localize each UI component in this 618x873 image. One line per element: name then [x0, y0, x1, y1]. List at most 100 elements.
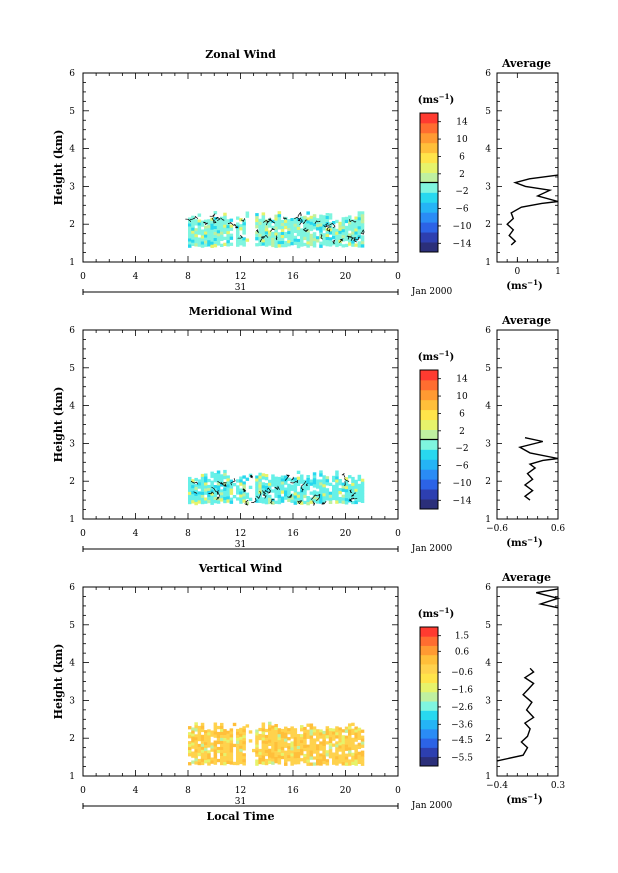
- data-cell: [194, 498, 198, 503]
- data-cell: [197, 731, 202, 736]
- data-cell: [293, 758, 298, 762]
- contour-line: [297, 500, 303, 505]
- data-cell: [290, 236, 294, 240]
- data-cell: [239, 742, 243, 747]
- data-cell: [229, 497, 234, 501]
- data-cell: [210, 217, 214, 221]
- data-cell: [188, 726, 192, 730]
- data-cell: [328, 740, 333, 744]
- data-cell: [348, 496, 352, 500]
- data-cell: [312, 744, 317, 748]
- data-cell: [200, 488, 205, 493]
- data-cell: [312, 741, 317, 745]
- data-cell: [280, 244, 285, 248]
- data-cell: [312, 217, 317, 221]
- data-cell: [303, 738, 307, 743]
- contour-line: [220, 217, 225, 221]
- data-cell: [274, 214, 278, 218]
- data-cell: [296, 220, 301, 225]
- data-cell: [300, 477, 304, 481]
- data-cell: [277, 241, 282, 245]
- data-cell: [303, 233, 307, 238]
- data-cell: [216, 758, 221, 763]
- data-cell: [332, 227, 336, 231]
- data-cell: [316, 762, 320, 766]
- data-cell: [200, 241, 205, 245]
- data-cell: [239, 239, 243, 243]
- data-cell: [248, 730, 253, 734]
- data-cell: [277, 491, 282, 496]
- data-cell: [344, 234, 349, 239]
- data-cell: [335, 729, 339, 733]
- contour-line: [344, 481, 346, 487]
- data-cell: [354, 234, 358, 238]
- data-cell: [210, 471, 214, 475]
- data-cell: [207, 753, 211, 757]
- data-cell: [280, 731, 285, 736]
- data-cell: [264, 477, 269, 481]
- data-cell: [280, 734, 285, 739]
- data-cell: [223, 230, 227, 234]
- data-cell: [274, 217, 278, 221]
- data-cell: [220, 483, 224, 487]
- y-tick-label: 5: [69, 621, 75, 631]
- data-cell: [303, 236, 307, 241]
- average-profile-line: [496, 588, 561, 762]
- data-cell: [341, 729, 346, 733]
- data-cell: [290, 239, 294, 243]
- data-cell: [338, 739, 342, 743]
- data-cell: [284, 741, 288, 745]
- data-cell: [271, 219, 275, 224]
- data-cell: [242, 225, 246, 229]
- data-cell: [316, 744, 320, 748]
- data-cell: [271, 746, 275, 750]
- data-cell: [204, 745, 208, 749]
- data-cell: [226, 490, 230, 494]
- data-cell: [216, 479, 221, 483]
- data-cell: [242, 493, 246, 497]
- data-cell: [194, 749, 198, 753]
- data-cell: [293, 746, 298, 750]
- data-cells: [188, 211, 365, 249]
- data-cell: [312, 762, 317, 766]
- data-cell: [268, 757, 272, 761]
- data-cell: [296, 758, 301, 762]
- colorbar-tick-label: −10: [453, 222, 472, 232]
- data-cell: [344, 483, 349, 487]
- data-cell: [335, 479, 339, 483]
- data-cell: [325, 479, 330, 483]
- data-cell: [255, 481, 259, 485]
- data-cell: [341, 217, 346, 221]
- data-cell: [303, 491, 307, 496]
- colorbar-swatch: [420, 710, 438, 721]
- y-tick-label: 2: [69, 477, 75, 487]
- data-cell: [316, 735, 320, 739]
- data-cell: [236, 749, 240, 754]
- data-cell: [220, 725, 224, 730]
- colorbar-swatch: [420, 499, 438, 510]
- data-cell: [316, 479, 320, 483]
- data-cell: [335, 762, 339, 766]
- data-cell: [268, 760, 272, 764]
- data-cell: [197, 231, 202, 235]
- x-tick-label: 8: [185, 786, 191, 796]
- data-cell: [290, 224, 294, 228]
- data-cell: [344, 231, 349, 236]
- data-cell: [258, 230, 262, 235]
- data-cell: [207, 487, 211, 492]
- data-cell: [226, 754, 230, 758]
- data-cell: [280, 728, 285, 733]
- contour-line: [349, 489, 353, 494]
- data-cell: [239, 760, 243, 765]
- data-cell: [236, 728, 240, 733]
- data-cell: [229, 224, 234, 228]
- contour-line: [262, 493, 267, 499]
- data-cell: [274, 742, 278, 746]
- data-cell: [213, 476, 218, 480]
- data-cell: [303, 729, 307, 734]
- data-cell: [264, 474, 269, 478]
- data-cell: [360, 244, 365, 248]
- data-cell: [264, 761, 269, 766]
- data-cell: [290, 487, 294, 491]
